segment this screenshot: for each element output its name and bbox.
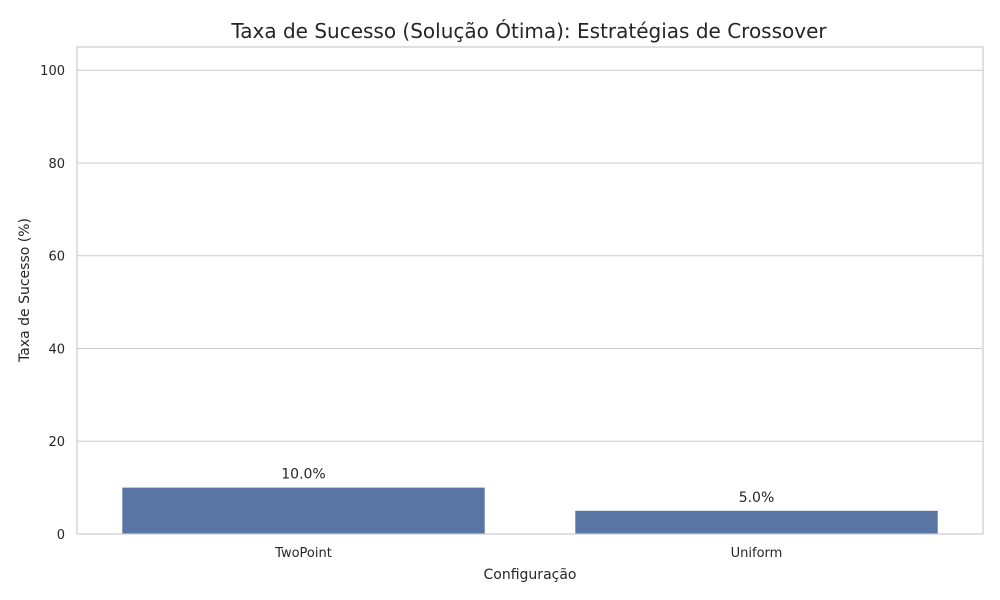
y-tick-label: 100 [40, 64, 65, 79]
gridlines [77, 69, 983, 535]
x-tick-label: TwoPoint [274, 546, 332, 561]
y-tick-label: 40 [48, 342, 65, 357]
y-tick-label: 80 [48, 157, 65, 172]
bar-uniform [575, 510, 938, 534]
data-label: 10.0% [281, 467, 325, 483]
data-labels: 10.0% 5.0% [281, 467, 774, 506]
y-axis-ticks: 0 20 40 60 80 100 [40, 64, 65, 543]
y-axis-label: Taxa de Sucesso (%) [17, 218, 33, 363]
data-label: 5.0% [739, 490, 775, 506]
chart-title: Taxa de Sucesso (Solução Ótima): Estraté… [230, 19, 827, 43]
x-tick-label: Uniform [731, 546, 783, 561]
plot-frame [76, 46, 984, 535]
bar-twopoint [122, 487, 485, 534]
x-axis-ticks: TwoPoint Uniform [274, 546, 782, 561]
y-tick-label: 60 [48, 250, 65, 265]
y-tick-label: 0 [57, 528, 65, 543]
y-tick-label: 20 [48, 435, 65, 450]
x-axis-label: Configuração [484, 567, 577, 583]
bars [122, 487, 938, 534]
